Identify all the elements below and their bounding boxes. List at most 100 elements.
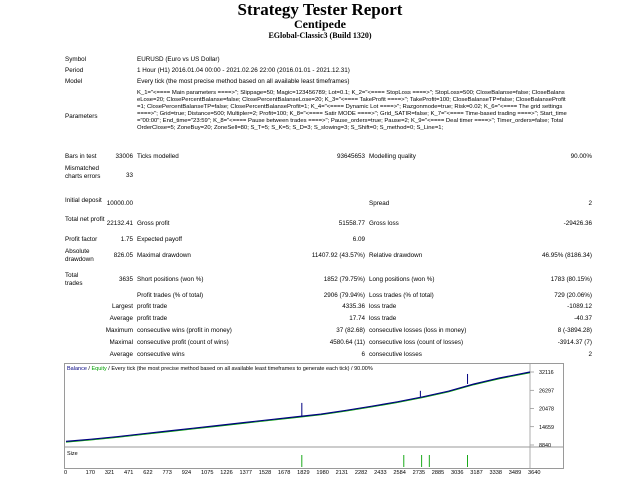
average-loss-label: loss trade: [369, 315, 397, 322]
x-tick-label: 1528: [258, 470, 272, 476]
quality-label: Modelling quality: [369, 153, 416, 160]
largest-loss-value: -1089.12: [567, 303, 592, 310]
x-tick-label: 2433: [374, 470, 387, 476]
bars-label: Bars in test: [65, 153, 97, 160]
x-tick-label: 2131: [335, 470, 349, 476]
y-tick-label: 26297: [539, 388, 554, 394]
x-tick-label: 2584: [393, 470, 406, 476]
short-positions-value: 1852 (79.75%): [323, 276, 365, 283]
x-tick-label: 1829: [297, 470, 310, 476]
max-consecutive-wins-label: consecutive wins (profit in money): [137, 327, 232, 334]
y-tick-label: 8840: [539, 443, 551, 449]
legend-rest: / Every tick (the most precise method ba…: [107, 366, 373, 372]
gross-loss-label: Gross loss: [369, 220, 399, 227]
legend-balance: Balance: [67, 366, 87, 372]
maximal-drawdown-label: Maximal drawdown: [137, 252, 191, 259]
x-tick-label: 1226: [220, 470, 233, 476]
x-tick-label: 3338: [489, 470, 502, 476]
average-profit-value: 17.74: [349, 315, 365, 322]
legend-equity: Equity: [91, 366, 107, 372]
avg-consecutive-losses-value: 2: [588, 351, 592, 358]
x-tick-label: 2735: [412, 470, 426, 476]
symbol-label: Symbol: [65, 56, 86, 63]
balance-chart: Balance / Equity / Every tick (the most …: [64, 363, 564, 469]
spread-value: 2: [588, 200, 592, 207]
x-tick-label: 773: [162, 470, 172, 476]
period-value: 1 Hour (H1) 2016.01.04 00:00 - 2021.02.2…: [137, 67, 350, 74]
parameters-label: Parameters: [65, 113, 98, 120]
report-title: Strategy Tester Report: [237, 0, 403, 19]
gross-profit-value: 51558.77: [338, 220, 365, 227]
model-label: Model: [65, 78, 83, 85]
x-tick-label: 170: [85, 470, 95, 476]
largest-loss-label: loss trade: [369, 303, 397, 310]
y-tick-label: 20478: [539, 407, 554, 413]
largest-label: Largest: [111, 303, 133, 310]
balance-line: [65, 371, 531, 442]
mismatch-value: 33: [125, 172, 133, 179]
maximal-label: Maximal: [109, 339, 133, 346]
deposit-value: 10000.00: [106, 200, 133, 207]
absolute-drawdown-value: 826.05: [113, 252, 133, 259]
x-tick-label: 622: [143, 470, 153, 476]
parameters-value: K_1="<==== Main parameters ====>"; Slipp…: [137, 90, 567, 132]
profit-factor-value: 1.75: [120, 236, 133, 243]
average-profit-label: profit trade: [137, 315, 168, 322]
relative-drawdown-value: 46.95% (8186.34): [541, 252, 592, 259]
y-tick-label: 32116: [539, 370, 554, 376]
ticks-label: Ticks modelled: [137, 153, 179, 160]
average-loss-value: -40.37: [574, 315, 592, 322]
deposit-label: Initial deposit: [65, 197, 102, 204]
x-tick-label: 3036: [451, 470, 464, 476]
x-tick-label: 2885: [431, 470, 445, 476]
max-consecutive-losses-value: 8 (-3894.28): [557, 327, 592, 334]
max-consecutive-wins-value: 37 (82.68): [336, 327, 365, 334]
maximal-consecutive-loss-value: -3914.37 (7): [557, 339, 592, 346]
short-positions-label: Short positions (won %): [137, 276, 204, 283]
expected-payoff-label: Expected payoff: [137, 236, 183, 243]
avg-consecutive-wins-value: 6: [361, 351, 365, 358]
x-tick-label: 321: [104, 470, 115, 476]
profit-factor-label: Profit factor: [65, 236, 98, 243]
x-tick-label: 1678: [277, 470, 291, 476]
spread-label: Spread: [369, 200, 390, 207]
largest-profit-value: 4335.36: [342, 303, 365, 310]
relative-drawdown-label: Relative drawdown: [369, 252, 423, 259]
long-positions-value: 1783 (80.15%): [550, 276, 592, 283]
average-consecutive-label: Average: [109, 351, 133, 358]
model-value: Every tick (the most precise method base…: [137, 78, 350, 85]
profit-trades-value: 2906 (79.94%): [323, 292, 365, 299]
x-tick-label: 3187: [470, 470, 483, 476]
equity-line: [65, 372, 531, 443]
bars-value: 33006: [115, 153, 133, 160]
server-build: EGlobal-Classic3 (Build 1320): [268, 31, 372, 40]
avg-consecutive-losses-label: consecutive losses: [369, 351, 422, 358]
gross-loss-value: -29426.36: [563, 220, 592, 227]
x-tick-label: 3640: [528, 470, 541, 476]
maximal-drawdown-value: 11407.92 (43.57%): [311, 252, 365, 259]
x-tick-label: 471: [124, 470, 134, 476]
x-tick-label: 2282: [354, 470, 368, 476]
average-label: Average: [109, 315, 133, 322]
avg-consecutive-wins-label: consecutive wins: [137, 351, 185, 358]
expert-name: Centipede: [294, 17, 346, 31]
maximal-consecutive-loss-label: consecutive loss (count of losses): [369, 339, 464, 346]
gross-profit-label: Gross profit: [137, 220, 170, 227]
net-profit-label: Total net profit: [65, 216, 105, 223]
chart-legend: Balance / Equity / Every tick (the most …: [67, 366, 373, 372]
x-tick-label: 1377: [239, 470, 252, 476]
x-tick-label: 0: [64, 470, 68, 476]
x-tick-label: 3489: [508, 470, 522, 476]
legend-sep: /: [87, 366, 92, 372]
largest-profit-label: profit trade: [137, 303, 168, 310]
profit-trades-label: Profit trades (% of total): [137, 292, 204, 299]
loss-trades-value: 729 (20.06%): [554, 292, 592, 299]
x-tick-label: 1075: [201, 470, 214, 476]
maximal-consecutive-profit-value: 4580.64 (11): [329, 339, 365, 346]
absolute-drawdown-label: Absolute drawdown: [65, 248, 94, 263]
loss-trades-label: Loss trades (% of total): [369, 292, 434, 299]
maximum-label: Maximum: [105, 327, 133, 334]
net-profit-value: 22132.41: [106, 220, 133, 227]
expected-payoff-value: 6.09: [352, 236, 365, 243]
symbol-value: EURUSD (Euro vs US Dollar): [137, 56, 220, 63]
